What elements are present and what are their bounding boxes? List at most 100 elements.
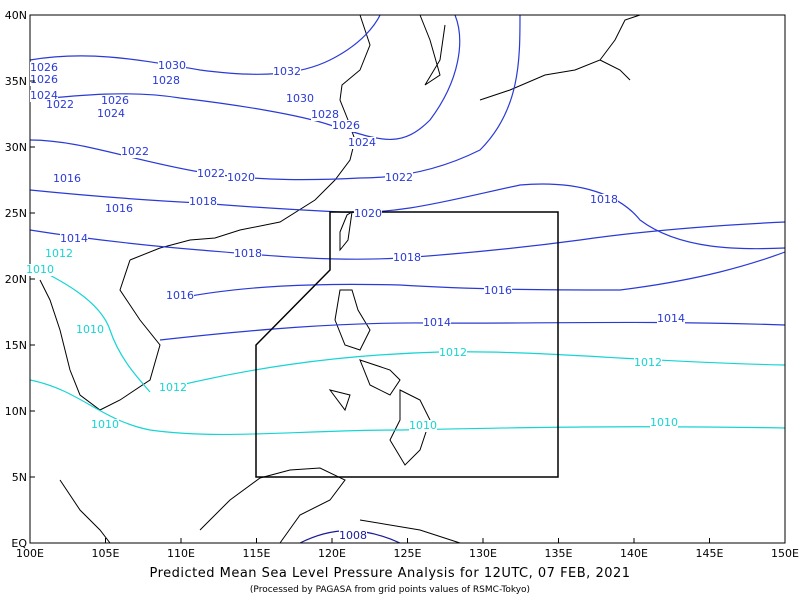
isobar-label-bg [159,382,187,394]
isobar-label-bg [273,66,301,78]
isobar-label-bg [439,347,467,359]
isobar-label: 1016 [166,289,194,302]
isobar-labels: 1030 103210261026102410221028102610241030… [26,59,685,542]
map-area [30,15,785,543]
isobar-label-bg [650,417,678,429]
isobar-label: 1022 [46,98,74,111]
isobar-label-bg [590,194,618,206]
isobar-label-bg [385,172,413,184]
isobar-label-bg [393,252,421,264]
x-tick-label: 125E [394,547,422,560]
isobar-label: 1024 [30,89,58,102]
isobar-label: 1026 [101,94,129,107]
isobar-label: 1026 [30,73,58,86]
isobar-label-bg [332,120,360,132]
isobar-label-bg [46,99,74,111]
axis-ticks: 100E 105E 110E 115E 120E 125E 130E 135E 140E 145E… [5,9,799,560]
isobar-label-bg [101,95,129,107]
isobar-label-bg [166,290,194,302]
isobar-label-bg [97,108,125,120]
isobar-label-bg [105,203,133,215]
isobar-label-bg [423,317,451,329]
isobar-label-bg [189,196,217,208]
isobar-label-bg [158,60,186,72]
x-tick-label: 115E [243,547,271,560]
isobar-label: 1028 [152,74,180,87]
x-tick-label: 110E [167,547,195,560]
isobar-label: 1022 [121,145,149,158]
isobar-label-bg [311,109,339,121]
isobar-label: 1010 [650,416,678,429]
par-boundary [255,211,559,478]
isobar-line [29,14,381,75]
isobar-label-bg [348,137,376,149]
isobar-label-bg [409,420,437,432]
isobar-line [29,379,786,436]
isobar-label-bg [227,172,255,184]
korea [419,14,446,86]
y-tick-label: 25N [5,207,27,220]
isobar-label-bg [286,93,314,105]
taiwan [339,211,353,252]
isobar-line [29,264,151,393]
x-tick-label: 120E [318,547,346,560]
isobar-label-bg [634,357,662,369]
isobar-label: 1010 [409,419,437,432]
isobar-label: 1024 [348,136,376,149]
isobar-label: 1022 [385,171,413,184]
isobar-label: 1018 [234,247,262,260]
isobar-label: 1012 [439,346,467,359]
isobar-label-bg [339,530,367,542]
isobar-label-bg [30,74,58,86]
isobar-label-bg [26,264,54,276]
isobar-label: 1008 [339,529,367,542]
isobar-label: 1010 [91,418,119,431]
y-tick-label: 5N [12,471,27,484]
isobar-label-bg [354,208,382,220]
isobar-label: 1032 [273,65,301,78]
y-tick-label: 20N [5,273,27,286]
x-tick-label: 105E [92,547,120,560]
x-tick-label: 140E [620,547,648,560]
isobar-label-bg [91,419,119,431]
isobar-label: 1028 [311,108,339,121]
y-tick-label: 10N [5,405,27,418]
isobar-label: 1018 [189,195,217,208]
isobar-label: 1012 [159,381,187,394]
philippines [328,289,431,466]
indochina-coast [39,259,161,411]
isobar-label: 1018 [393,251,421,264]
x-tick-label: 150E [771,547,799,560]
isobar-label: 1010 [26,263,54,276]
isobar-label-bg [152,75,180,87]
china-coast [129,14,371,261]
y-tick-label: 35N [5,75,27,88]
caption-subtitle: (Processed by PAGASA from grid points va… [250,585,530,595]
isobar-label-bg [45,248,73,260]
x-tick-label: 100E [16,547,44,560]
isobar-label-bg [197,168,225,180]
y-tick-label: 40N [5,9,27,22]
y-tick-label: 30N [5,141,27,154]
isobar-label: 1012 [45,247,73,260]
isobar-label: 1014 [60,232,88,245]
isobar-label: 1014 [657,312,685,325]
isobar-label: 1030 [158,59,186,72]
isobar-label-bg [60,233,88,245]
isobar-label-bg [484,285,512,297]
isobar-label: 1026 [30,61,58,74]
y-tick-label: EQ [11,537,27,550]
isobar-label-bg [76,324,104,336]
isobar-line [29,14,461,141]
isobar-label-bg [30,62,58,74]
isobar-label-bg [657,313,685,325]
isobar-label: 1030 [286,92,314,105]
caption-title: Predicted Mean Sea Level Pressure Analys… [149,566,630,581]
isobar-label: 1022 [197,167,225,180]
x-tick-label: 135E [545,547,573,560]
isobar-label: 1014 [423,316,451,329]
isobar-label-bg [234,248,262,260]
japan [479,14,641,101]
isobar-label: 1020 [227,171,255,184]
